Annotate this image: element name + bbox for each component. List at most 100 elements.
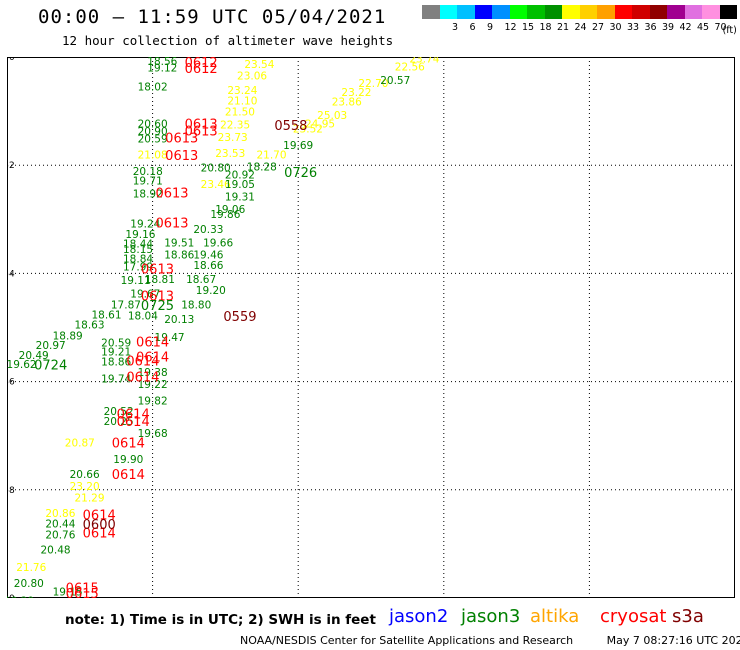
wave-height-label: 23.74 <box>409 57 439 65</box>
wave-height-label: 19.31 <box>225 191 255 203</box>
wave-height-label: 22.35 <box>220 119 250 131</box>
wave-height-label: 18.04 <box>128 310 158 322</box>
wave-height-label: 18.89 <box>53 330 83 342</box>
scale-label: 33 <box>627 22 640 33</box>
wave-height-label: 20.76 <box>45 529 75 541</box>
wave-height-label: 19.51 <box>164 237 194 249</box>
time-label: 0614 <box>126 371 159 386</box>
scale-step: 39 <box>662 5 685 33</box>
wave-height-label: 19.46 <box>193 249 223 261</box>
time-label: 0613 <box>165 149 198 164</box>
wave-height-label: 23.86 <box>332 97 362 109</box>
wave-height-label: 18.02 <box>138 82 168 94</box>
wave-height-label: 23.06 <box>237 71 267 83</box>
wave-height-label: 21.08 <box>138 150 168 162</box>
time-label: 0612 <box>185 62 218 77</box>
page-subtitle: 12 hour collection of altimeter wave hei… <box>62 33 394 48</box>
wave-height-label: 19.05 <box>225 179 255 191</box>
time-label: 0614 <box>126 354 159 369</box>
wave-height-label: 23.83 <box>424 57 454 59</box>
wave-height-label: 20.44 <box>45 519 75 531</box>
wave-height-label: 19.20 <box>196 285 226 297</box>
map-plot: 454851545760-50-52-54-56-58-6018.5619.12… <box>7 57 735 598</box>
time-label: 0613 <box>185 117 218 132</box>
wave-height-label: 23.54 <box>244 59 274 71</box>
time-label: 0615 <box>66 582 99 597</box>
wave-height-label: 21.70 <box>256 150 286 162</box>
wave-height-label: 18.15 <box>123 244 153 256</box>
time-label: 0613 <box>141 289 174 304</box>
scale-step: 70 <box>715 5 737 33</box>
scale-swatch <box>509 5 527 19</box>
wave-height-label: 20.80 <box>14 578 44 590</box>
wave-height-label: 20.18 <box>133 166 163 178</box>
wave-height-label: 25.03 <box>317 110 347 122</box>
scale-swatch <box>492 5 510 19</box>
time-label: 0559 <box>223 310 256 325</box>
scale-step: 33 <box>627 5 650 33</box>
scale-step <box>439 5 457 19</box>
wave-height-label: 20.82 <box>256 57 286 59</box>
lat-tick-label: -56 <box>7 378 15 388</box>
wave-height-label: 23.53 <box>215 148 245 160</box>
scale-step: 6 <box>470 5 492 33</box>
wave-height-label: 19.67 <box>130 289 160 301</box>
wave-height-label: 20.59 <box>138 133 168 145</box>
wave-height-label: 19.62 <box>7 359 37 371</box>
scale-label: 3 <box>452 22 459 33</box>
time-label: 0558 <box>274 119 307 134</box>
wave-height-label: 18.66 <box>193 260 223 272</box>
scale-label: 39 <box>662 22 675 33</box>
scale-swatch <box>614 5 632 19</box>
time-label: 0600 <box>83 518 116 533</box>
time-label: 0724 <box>34 359 67 374</box>
legend-altika: altika <box>530 606 580 627</box>
wave-height-label: 18.92 <box>133 189 163 201</box>
wave-height-label: 19.82 <box>138 395 168 407</box>
wave-height-label: 18.63 <box>74 320 104 332</box>
scale-unit: (ft) <box>722 25 737 36</box>
wave-height-label: 22.70 <box>358 78 388 90</box>
time-label: 0613 <box>155 216 188 231</box>
wave-height-label: 23.20 <box>70 481 100 493</box>
wave-height-label: 19.68 <box>138 428 168 440</box>
wave-height-label: 23.22 <box>341 87 371 99</box>
lat-tick-label: -54 <box>7 269 15 279</box>
scale-swatch <box>422 5 440 19</box>
scale-swatch <box>667 5 685 19</box>
scale-label: 24 <box>574 22 587 33</box>
wave-height-label: 20.87 <box>65 438 95 450</box>
footer: NOAA/NESDIS Center for Satellite Applica… <box>240 634 740 647</box>
wave-height-label: 17.87 <box>111 300 141 312</box>
wave-height-label: 19.06 <box>215 204 245 216</box>
scale-swatch <box>544 5 562 19</box>
time-label: 0614 <box>117 415 150 430</box>
wave-height-label: 20.66 <box>70 469 100 481</box>
scale-label: 30 <box>609 22 622 33</box>
scale-swatch <box>439 5 457 19</box>
wave-height-label: 20.59 <box>101 337 131 349</box>
time-label: 0613 <box>141 262 174 277</box>
wave-height-label: 18.61 <box>91 309 121 321</box>
wave-height-label: 20.13 <box>164 314 194 326</box>
scale-step: 15 <box>522 5 545 33</box>
wave-height-label: 20.97 <box>36 340 66 352</box>
wave-height-label: 21.50 <box>225 106 255 118</box>
scale-label: 9 <box>487 22 494 33</box>
map-frame <box>7 57 735 598</box>
wave-height-label: 20.52 <box>104 406 134 418</box>
scale-swatch <box>474 5 492 19</box>
time-label: 0614 <box>83 509 116 524</box>
wave-height-label: 18.56 <box>147 57 177 68</box>
lat-tick-label: -58 <box>7 486 15 496</box>
wave-height-label: 19.12 <box>147 63 177 75</box>
scale-label: 21 <box>557 22 570 33</box>
wave-height-label: 19.71 <box>133 176 163 188</box>
scale-label: 12 <box>504 22 517 33</box>
scale-swatch <box>632 5 650 19</box>
scale-label: 45 <box>697 22 710 33</box>
wave-height-label: 24.95 <box>305 118 335 130</box>
wave-height-label: 19.69 <box>283 140 313 152</box>
scale-step: 12 <box>505 5 527 33</box>
wave-height-label: 20.49 <box>19 350 49 362</box>
